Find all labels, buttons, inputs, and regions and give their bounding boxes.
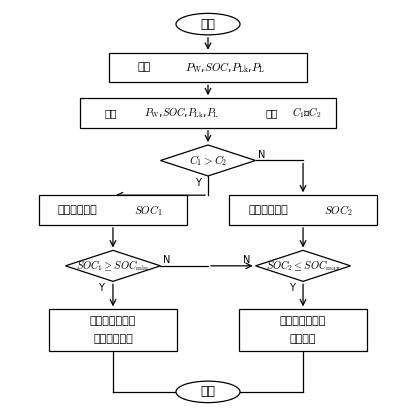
FancyBboxPatch shape (39, 195, 187, 225)
Text: Y: Y (289, 283, 295, 293)
Text: $C_1$$>$$C_2$: $C_1$$>$$C_2$ (189, 153, 227, 168)
Text: 蓄电池充电至: 蓄电池充电至 (248, 205, 288, 215)
FancyBboxPatch shape (80, 98, 336, 128)
Text: N: N (243, 255, 250, 265)
Text: Y: Y (99, 283, 104, 293)
Text: 读入: 读入 (137, 62, 151, 72)
Text: 可控负荷以较大: 可控负荷以较大 (90, 316, 136, 326)
Text: N: N (258, 150, 265, 160)
Polygon shape (255, 250, 351, 281)
FancyBboxPatch shape (229, 195, 377, 225)
Ellipse shape (176, 13, 240, 35)
Text: $C_1$、$C_2$: $C_1$、$C_2$ (292, 106, 322, 120)
FancyBboxPatch shape (109, 53, 307, 82)
Text: N: N (163, 255, 171, 265)
Text: 结束: 结束 (201, 385, 215, 399)
FancyBboxPatch shape (239, 309, 367, 351)
Text: $SOC_2$: $SOC_2$ (324, 203, 352, 218)
FancyBboxPatch shape (49, 309, 177, 351)
Text: $SOC_2$$\leq$$SOC_{\mathrm{max}}$: $SOC_2$$\leq$$SOC_{\mathrm{max}}$ (265, 259, 341, 273)
Text: 根据: 根据 (105, 108, 117, 118)
Polygon shape (65, 250, 161, 281)
Text: 功率运行命令: 功率运行命令 (93, 334, 133, 344)
Text: 开始: 开始 (201, 17, 215, 31)
Text: $SOC_1$: $SOC_1$ (134, 203, 162, 218)
Text: $P_{\mathrm{W}}$,$SOC$,$P_{\mathrm{Lk}}$,$P_{\mathrm{L}}$: $P_{\mathrm{W}}$,$SOC$,$P_{\mathrm{Lk}}$… (185, 60, 265, 75)
Text: 计算: 计算 (266, 108, 278, 118)
Text: $P_{\mathrm{W}}$,$SOC$,$P_{\mathrm{Lk}}$,$P_{\mathrm{L}}$: $P_{\mathrm{W}}$,$SOC$,$P_{\mathrm{Lk}}$… (144, 106, 219, 120)
Text: 运行命令: 运行命令 (290, 334, 316, 344)
Text: Y: Y (195, 178, 201, 188)
Text: 蓄电池放电至: 蓄电池放电至 (58, 205, 98, 215)
Text: $SOC_1$$\geq$$SOC_{\mathrm{min}}$: $SOC_1$$\geq$$SOC_{\mathrm{min}}$ (76, 259, 150, 273)
Ellipse shape (176, 381, 240, 403)
Polygon shape (161, 145, 255, 176)
Text: 可控负荷降功率: 可控负荷降功率 (280, 316, 326, 326)
